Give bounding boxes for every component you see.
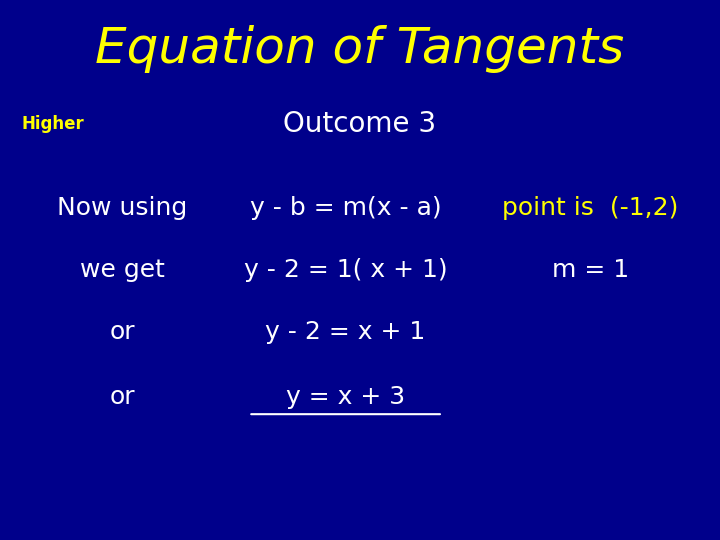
Text: Outcome 3: Outcome 3 [284,110,436,138]
Text: y - b = m(x - a): y - b = m(x - a) [250,196,441,220]
Text: Equation of Tangents: Equation of Tangents [96,25,624,72]
Text: or: or [109,385,135,409]
Text: y = x + 3: y = x + 3 [286,385,405,409]
Text: point is  (-1,2): point is (-1,2) [503,196,678,220]
Text: we get: we get [80,258,165,282]
Text: m = 1: m = 1 [552,258,629,282]
Text: Now using: Now using [58,196,187,220]
Text: Higher: Higher [22,115,84,133]
Text: y - 2 = x + 1: y - 2 = x + 1 [266,320,426,344]
Text: or: or [109,320,135,344]
Text: y - 2 = 1( x + 1): y - 2 = 1( x + 1) [244,258,447,282]
